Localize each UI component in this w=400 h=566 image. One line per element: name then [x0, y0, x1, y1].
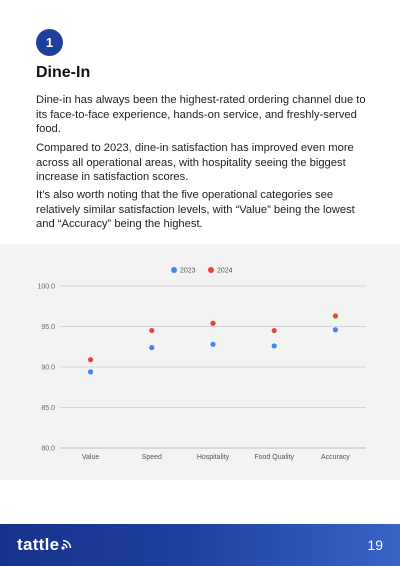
- x-tick-label: Speed: [142, 454, 162, 461]
- y-tick-label: 90.0: [41, 365, 55, 372]
- signal-icon: [61, 539, 72, 550]
- brand-logo: tattle: [17, 535, 73, 555]
- y-tick-label: 100.0: [37, 284, 55, 291]
- data-point-2024: [271, 327, 277, 334]
- body-paragraph-2: Compared to 2023, dine-in satisfaction h…: [36, 142, 354, 183]
- y-tick-label: 95.0: [41, 324, 55, 331]
- data-point-2023: [271, 343, 277, 349]
- data-point-2023: [149, 344, 155, 351]
- data-point-2023: [210, 341, 216, 347]
- x-tick-label: Hospitality: [197, 454, 230, 461]
- satisfaction-scatter-chart: 100.0 95.0 90.0 85.0 80.0 Value Speed Hospitali…: [37, 267, 366, 461]
- data-point-2023: [332, 327, 338, 333]
- data-point-2024: [332, 313, 338, 319]
- legend-label: 2023: [180, 268, 196, 275]
- legend-marker-2023: [171, 267, 177, 273]
- legend-marker-2024: [208, 267, 214, 273]
- section-number-badge: 1: [36, 29, 63, 56]
- footer-bar: tattle 19: [0, 524, 400, 566]
- data-point-2024: [210, 320, 216, 326]
- brand-name: tattle: [17, 535, 60, 554]
- x-tick-label: Accuracy: [321, 454, 350, 461]
- data-point-2024: [88, 357, 94, 363]
- data-point-2023: [88, 369, 94, 375]
- chart-panel: 100.0 95.0 90.0 85.0 80.0 Value Speed Hospitali…: [0, 244, 400, 480]
- x-tick-label: Value: [82, 454, 99, 461]
- page-number: 19: [367, 537, 383, 553]
- section-title: Dine-In: [36, 64, 91, 81]
- body-paragraph-3: It’s also worth noting that the five ope…: [36, 189, 355, 230]
- body-paragraph-1: Dine-in has always been the highest-rate…: [36, 94, 366, 135]
- data-point-2024: [149, 327, 155, 334]
- legend-label: 2024: [217, 268, 233, 275]
- x-tick-label: Food Quality: [254, 454, 294, 461]
- y-tick-label: 85.0: [41, 405, 55, 412]
- y-tick-label: 80.0: [41, 446, 55, 453]
